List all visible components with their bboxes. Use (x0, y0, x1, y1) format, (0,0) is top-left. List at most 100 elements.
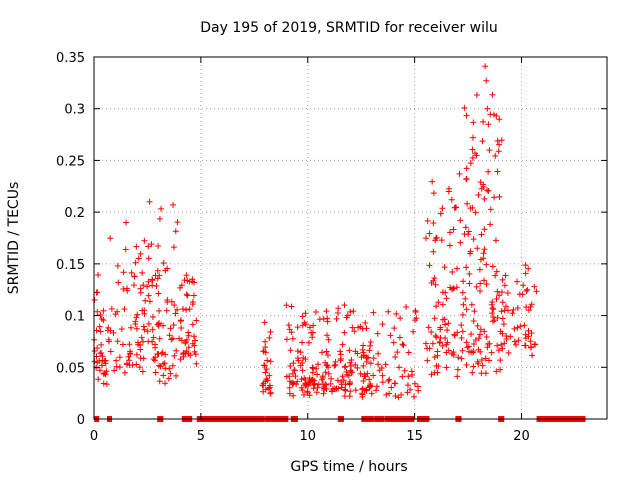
data-point (433, 334, 440, 341)
data-point (264, 357, 271, 364)
data-point (527, 303, 534, 310)
data-point (473, 92, 480, 99)
data-point (397, 315, 404, 322)
y-tick-label: 0.25 (56, 154, 85, 169)
data-point (350, 308, 357, 315)
data-point (94, 345, 101, 352)
data-point (158, 205, 165, 212)
data-point (149, 338, 156, 345)
data-point (315, 361, 322, 368)
data-point (300, 391, 307, 398)
data-point (179, 306, 186, 313)
data-point (149, 282, 156, 289)
data-point (444, 339, 451, 346)
data-point (496, 292, 503, 299)
data-point (493, 268, 500, 275)
data-point (120, 286, 127, 293)
data-point (95, 271, 102, 278)
data-point (342, 386, 349, 393)
data-point (186, 306, 193, 313)
data-point (494, 288, 501, 295)
data-point (360, 342, 367, 349)
data-point (458, 322, 465, 329)
data-point (476, 266, 483, 273)
data-point (470, 134, 477, 141)
data-point (355, 324, 362, 331)
data-point (298, 376, 305, 383)
x-tick-label: 20 (513, 429, 530, 444)
data-point (383, 391, 390, 398)
data-point (325, 336, 332, 343)
data-point (411, 380, 418, 387)
data-point (294, 324, 301, 331)
data-point (367, 339, 374, 346)
data-point (410, 393, 417, 400)
data-point (343, 368, 350, 375)
data-point (363, 325, 370, 332)
data-point (439, 342, 446, 349)
data-point (193, 317, 200, 324)
data-point (141, 307, 148, 314)
data-point (463, 339, 470, 346)
data-point (127, 324, 134, 331)
data-point (137, 285, 144, 292)
peak-point (484, 105, 491, 112)
data-point (325, 364, 332, 371)
data-point (457, 239, 464, 246)
data-point (178, 324, 185, 331)
data-point (325, 370, 332, 377)
data-point (366, 347, 373, 354)
data-point (114, 338, 121, 345)
data-point (514, 304, 521, 311)
data-point (453, 284, 460, 291)
data-point (161, 360, 168, 367)
data-point (407, 386, 414, 393)
data-point (431, 369, 438, 376)
data-point (486, 357, 493, 364)
data-point (393, 310, 400, 317)
data-point (468, 301, 475, 308)
data-point (182, 340, 189, 347)
data-point (366, 383, 373, 390)
data-point (505, 349, 512, 356)
data-point (463, 264, 470, 271)
data-point (431, 354, 438, 361)
data-point (140, 355, 147, 362)
data-point (260, 382, 267, 389)
data-point (191, 333, 198, 340)
data-point (429, 178, 436, 185)
data-point (130, 282, 137, 289)
data-point (491, 317, 498, 324)
peak-point (456, 170, 463, 177)
data-point (94, 289, 101, 296)
data-point (473, 283, 480, 290)
data-point (155, 320, 162, 327)
data-point (310, 322, 317, 329)
data-point (494, 168, 501, 175)
data-point (367, 360, 374, 367)
data-point (394, 349, 401, 356)
data-point (341, 329, 348, 336)
data-point (178, 282, 185, 289)
data-point (167, 325, 174, 332)
data-point (286, 373, 293, 380)
data-point (439, 316, 446, 323)
data-point (525, 307, 532, 314)
data-point (480, 181, 487, 188)
data-point (396, 364, 403, 371)
data-point (263, 375, 270, 382)
data-point (437, 324, 444, 331)
data-point (532, 341, 539, 348)
data-point (348, 357, 355, 364)
data-point (154, 275, 161, 282)
data-point (93, 353, 100, 360)
data-point (370, 372, 377, 379)
data-point (140, 323, 147, 330)
data-point (145, 255, 152, 262)
data-point (458, 355, 465, 362)
data-point (432, 281, 439, 288)
data-point (321, 385, 328, 392)
data-point (169, 362, 176, 369)
data-point (472, 336, 479, 343)
data-point (264, 377, 271, 384)
